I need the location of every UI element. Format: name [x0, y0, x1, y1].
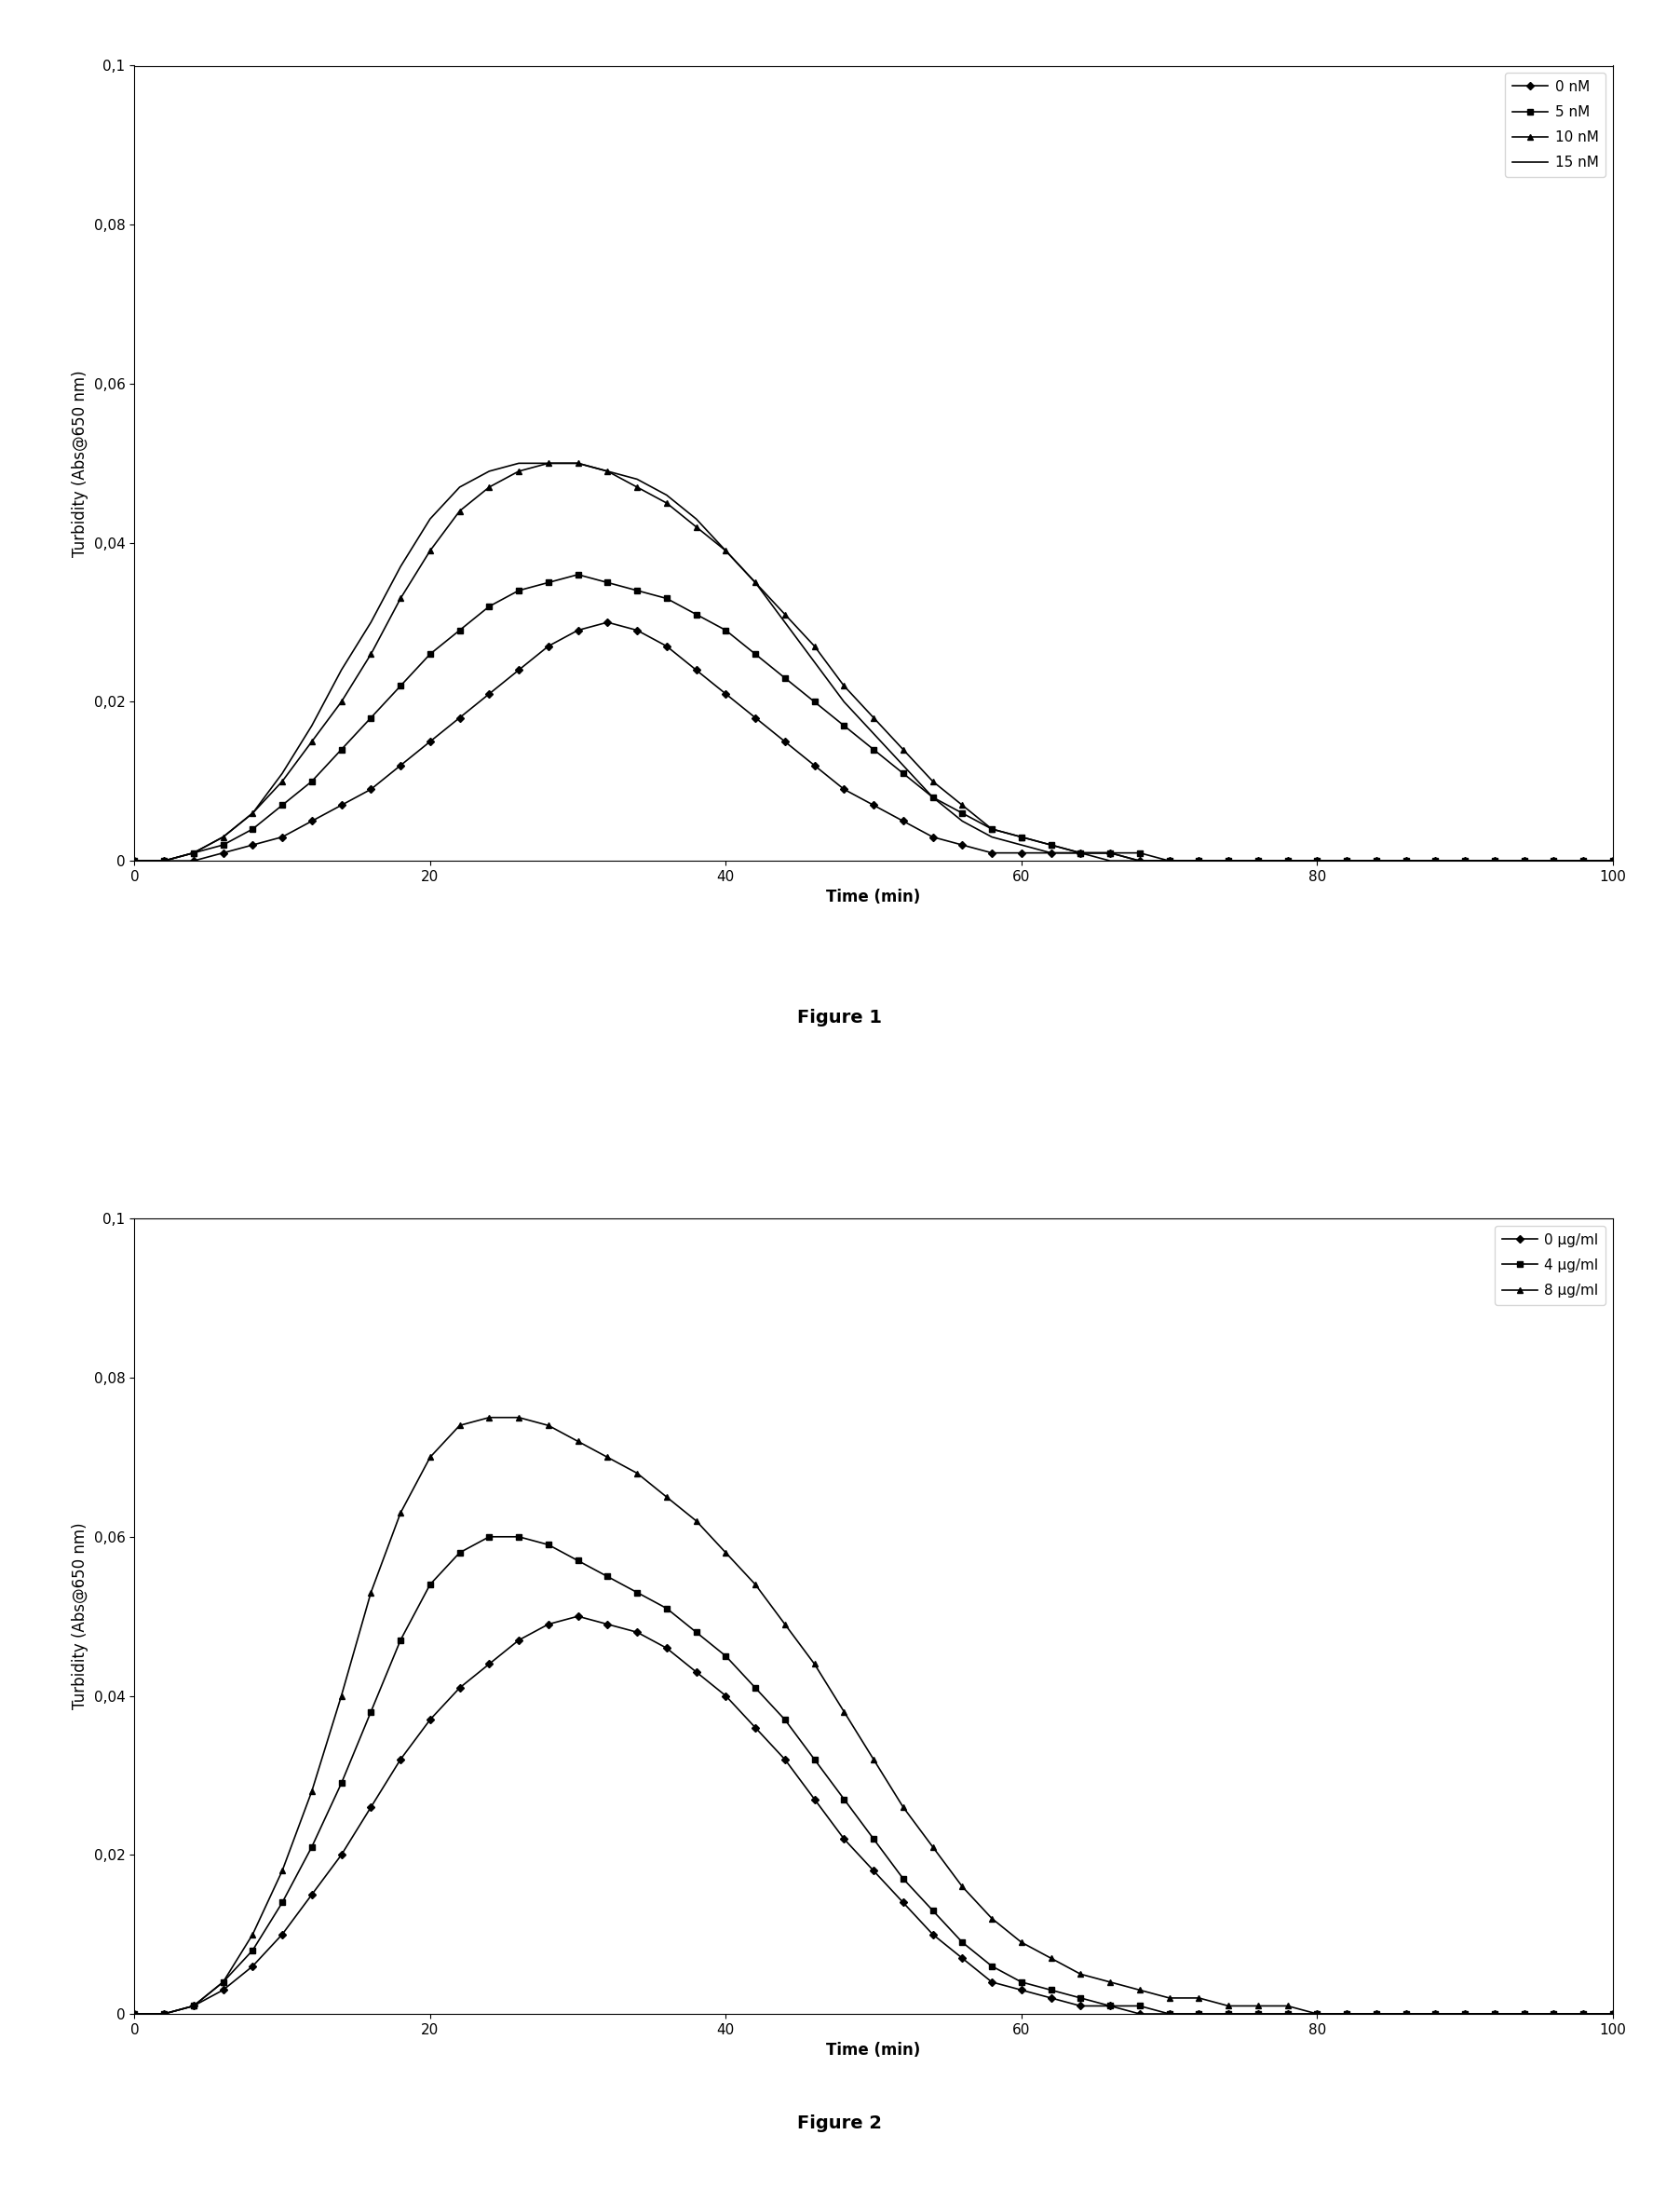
5 nM	[450, 617, 470, 644]
8 µg/ml	[1603, 2001, 1623, 2027]
0 nM	[1572, 847, 1593, 873]
4 µg/ml	[627, 1578, 647, 1605]
Text: Figure 1: Figure 1	[798, 1009, 882, 1027]
Line: 8 µg/ml: 8 µg/ml	[131, 1414, 1616, 2016]
4 µg/ml	[1572, 2001, 1593, 2027]
8 µg/ml	[1129, 1977, 1149, 2003]
5 nM	[1218, 847, 1238, 873]
Line: 0 µg/ml: 0 µg/ml	[131, 1613, 1616, 2016]
15 nM	[598, 458, 618, 484]
10 nM	[627, 475, 647, 501]
15 nM	[450, 475, 470, 501]
Legend: 0 µg/ml, 4 µg/ml, 8 µg/ml: 0 µg/ml, 4 µg/ml, 8 µg/ml	[1495, 1226, 1606, 1305]
Y-axis label: Turbidity (Abs@650 nm): Turbidity (Abs@650 nm)	[72, 1524, 89, 1710]
10 nM	[1603, 847, 1623, 873]
8 µg/ml	[479, 1405, 499, 1432]
4 µg/ml	[598, 1563, 618, 1589]
4 µg/ml	[1218, 2001, 1238, 2027]
5 nM	[1603, 847, 1623, 873]
5 nM	[568, 560, 588, 587]
8 µg/ml	[1572, 2001, 1593, 2027]
10 nM	[598, 458, 618, 484]
15 nM	[1218, 847, 1238, 873]
15 nM	[509, 451, 529, 477]
Line: 10 nM: 10 nM	[131, 460, 1616, 862]
10 nM	[538, 451, 558, 477]
15 nM	[627, 466, 647, 493]
0 µg/ml	[124, 2001, 144, 2027]
10 nM	[124, 847, 144, 873]
0 nM	[450, 705, 470, 731]
0 nM	[1129, 847, 1149, 873]
0 nM	[568, 617, 588, 644]
15 nM	[124, 847, 144, 873]
8 µg/ml	[598, 1445, 618, 1471]
8 µg/ml	[450, 1412, 470, 1438]
8 µg/ml	[124, 2001, 144, 2027]
8 µg/ml	[627, 1460, 647, 1486]
4 µg/ml	[124, 2001, 144, 2027]
15 nM	[1129, 847, 1149, 873]
X-axis label: Time (min): Time (min)	[827, 889, 921, 906]
Text: Figure 2: Figure 2	[798, 2115, 882, 2132]
Line: 4 µg/ml: 4 µg/ml	[131, 1534, 1616, 2016]
0 µg/ml	[450, 1675, 470, 1701]
5 nM	[124, 847, 144, 873]
5 nM	[598, 569, 618, 595]
0 µg/ml	[1218, 2001, 1238, 2027]
10 nM	[450, 497, 470, 523]
10 nM	[1218, 847, 1238, 873]
0 µg/ml	[568, 1602, 588, 1629]
0 µg/ml	[598, 1611, 618, 1637]
4 µg/ml	[1129, 1992, 1149, 2018]
5 nM	[1572, 847, 1593, 873]
0 µg/ml	[1603, 2001, 1623, 2027]
4 µg/ml	[1603, 2001, 1623, 2027]
0 nM	[627, 617, 647, 644]
0 µg/ml	[1572, 2001, 1593, 2027]
10 nM	[1572, 847, 1593, 873]
15 nM	[1572, 847, 1593, 873]
10 nM	[1129, 847, 1149, 873]
8 µg/ml	[1218, 1992, 1238, 2018]
4 µg/ml	[450, 1539, 470, 1565]
0 µg/ml	[1129, 2001, 1149, 2027]
15 nM	[1603, 847, 1623, 873]
X-axis label: Time (min): Time (min)	[827, 2042, 921, 2060]
0 nM	[598, 609, 618, 635]
4 µg/ml	[479, 1524, 499, 1550]
0 µg/ml	[627, 1620, 647, 1646]
5 nM	[1129, 841, 1149, 867]
Y-axis label: Turbidity (Abs@650 nm): Turbidity (Abs@650 nm)	[72, 370, 89, 556]
5 nM	[627, 578, 647, 604]
0 nM	[1603, 847, 1623, 873]
0 nM	[124, 847, 144, 873]
Line: 15 nM: 15 nM	[134, 464, 1613, 860]
Legend: 0 nM, 5 nM, 10 nM, 15 nM: 0 nM, 5 nM, 10 nM, 15 nM	[1505, 72, 1606, 177]
Line: 0 nM: 0 nM	[131, 619, 1616, 862]
0 nM	[1218, 847, 1238, 873]
Line: 5 nM: 5 nM	[131, 571, 1616, 862]
